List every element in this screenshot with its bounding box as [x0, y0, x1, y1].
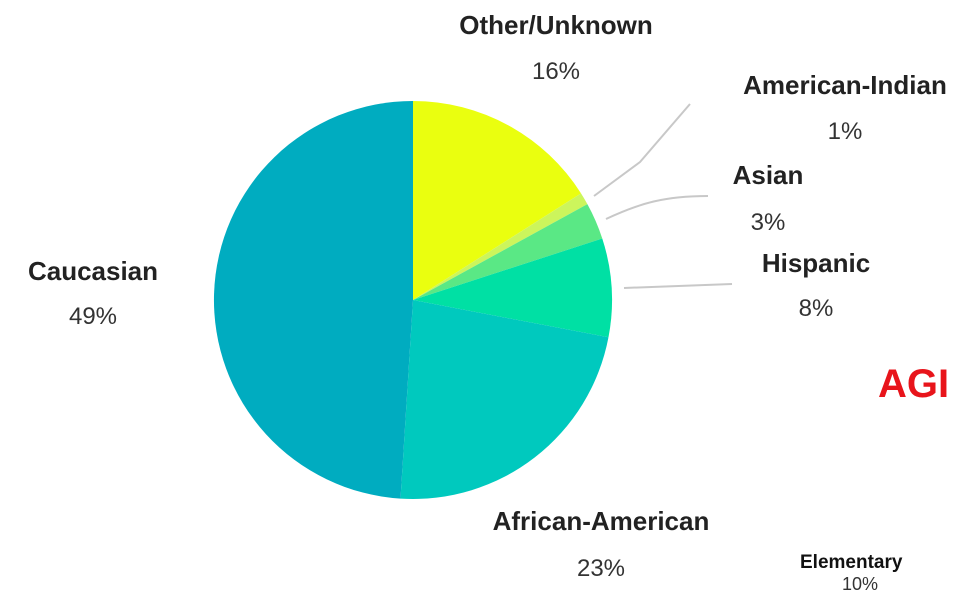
partial-chart-percent: 10%: [842, 574, 879, 594]
partial-section-heading: AGI: [878, 362, 950, 406]
slice-label-caucasian: Caucasian 49%: [28, 256, 158, 330]
slice-percent: 1%: [828, 118, 863, 145]
leader-line-american-indian: [593, 103, 691, 197]
slice-name: African-American: [493, 506, 710, 536]
slice-label-other-unknown: Other/Unknown 16%: [459, 10, 653, 85]
pie-slice-african-american: [400, 300, 609, 500]
pie-slice-hispanic: [413, 238, 613, 338]
slice-percent: 49%: [69, 303, 117, 330]
slice-percent: 8%: [799, 295, 834, 322]
slice-percent: 23%: [577, 555, 625, 580]
slice-name: Caucasian: [28, 256, 158, 286]
slice-label-hispanic: Hispanic 8%: [762, 248, 870, 322]
slice-percent: 16%: [532, 58, 580, 85]
leader-line-asian: [605, 195, 709, 220]
leader-line-hispanic: [623, 283, 733, 289]
pie-chart: Other/Unknown 16% American-Indian 1% Asi…: [28, 10, 947, 580]
slice-label-african-american: African-American 23%: [493, 506, 710, 580]
slice-percent: 3%: [751, 209, 786, 236]
partial-chart-label: Elementary: [800, 552, 903, 573]
slice-name: Other/Unknown: [459, 10, 653, 40]
slice-name: Hispanic: [762, 248, 870, 278]
slice-name: American-Indian: [743, 70, 947, 100]
slice-name: Asian: [733, 160, 804, 190]
pie-slices: [213, 101, 613, 500]
pie-slice-asian: [413, 204, 603, 300]
pie-slice-other-unknown: [413, 101, 582, 300]
pie-slice-caucasian: [213, 101, 413, 499]
slice-label-asian: Asian 3%: [733, 160, 804, 236]
slice-label-american-indian: American-Indian 1%: [743, 70, 947, 145]
pie-slice-american-indian: [413, 193, 588, 300]
